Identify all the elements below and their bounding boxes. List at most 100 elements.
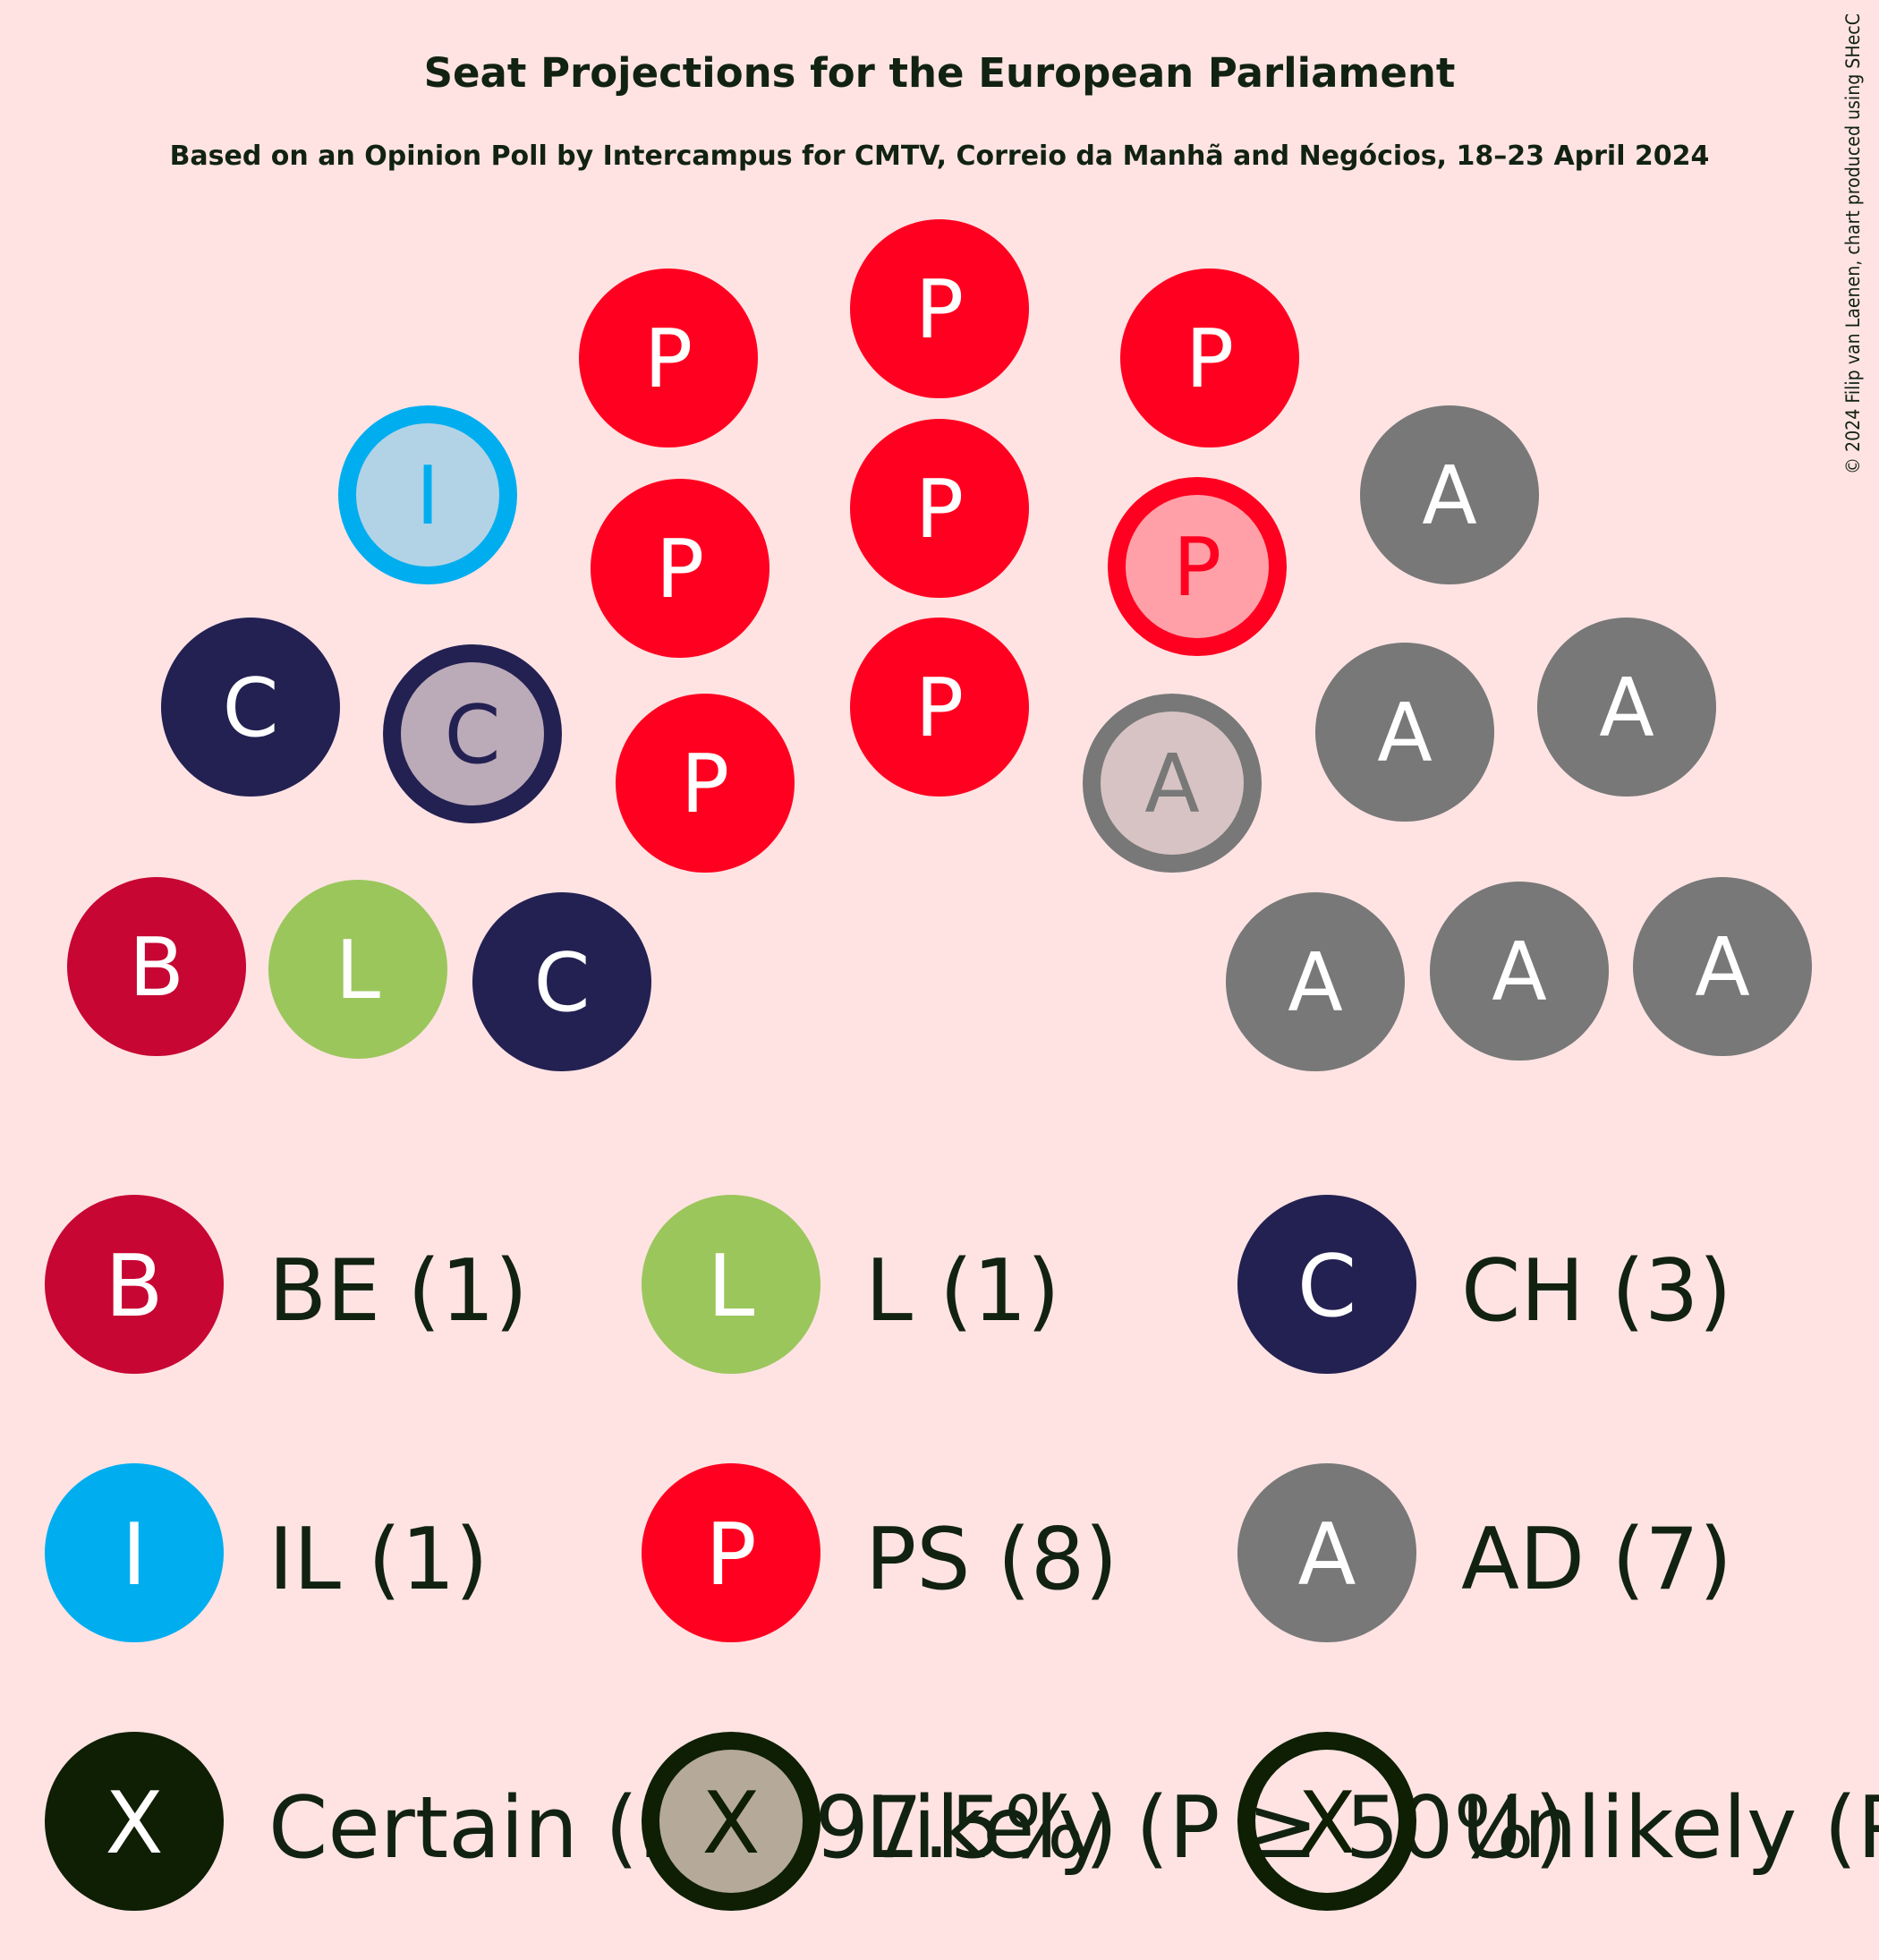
seat-marker bbox=[616, 694, 795, 873]
seat-marker bbox=[1315, 643, 1494, 822]
legend-letter: P bbox=[705, 1506, 756, 1605]
seat-ps: P bbox=[850, 618, 1029, 797]
seat-letter: L bbox=[336, 924, 380, 1018]
legend-item-be: B BE (1) bbox=[45, 1195, 528, 1374]
seat-il: I bbox=[338, 405, 517, 584]
seat-marker bbox=[850, 419, 1029, 598]
seat-letter: P bbox=[681, 737, 729, 831]
seat-letter: C bbox=[223, 661, 279, 755]
status-legend-unlikely: X Unlikely (P < 50%) bbox=[1237, 1732, 1879, 1911]
seat-ch: C bbox=[472, 892, 651, 1071]
seat-marker bbox=[1633, 877, 1812, 1056]
status-marker bbox=[642, 1732, 820, 1911]
status-letter: X bbox=[1297, 1775, 1356, 1873]
legend-letter: I bbox=[122, 1506, 147, 1605]
status-legend-likely: X Likely (P ≥ 50%) bbox=[642, 1732, 1568, 1911]
seat-marker bbox=[591, 479, 769, 658]
seat-marker bbox=[67, 877, 246, 1056]
seat-ad: A bbox=[1083, 694, 1262, 873]
seat-marker bbox=[472, 892, 651, 1071]
status-marker bbox=[45, 1732, 224, 1911]
seats-group: B L C C C I P P P P P P P P A A A A A A A bbox=[67, 219, 1812, 1071]
legend-item-ad: A AD (7) bbox=[1237, 1463, 1732, 1642]
seat-marker bbox=[1108, 477, 1287, 656]
seat-ps: P bbox=[1108, 477, 1287, 656]
status-letter: X bbox=[701, 1775, 760, 1873]
seat-letter: C bbox=[534, 936, 591, 1030]
seat-letter: A bbox=[1377, 686, 1433, 780]
seat-letter: B bbox=[129, 921, 184, 1015]
legend-label: PS (8) bbox=[865, 1511, 1118, 1609]
seat-marker bbox=[161, 618, 340, 797]
seat-ad: A bbox=[1633, 877, 1812, 1056]
legend-item-ps: P PS (8) bbox=[642, 1463, 1118, 1642]
legend-label: AD (7) bbox=[1461, 1511, 1732, 1609]
seat-ps: P bbox=[616, 694, 795, 873]
legend-item-l: L L (1) bbox=[642, 1195, 1060, 1374]
legend-label: IL (1) bbox=[268, 1511, 489, 1609]
legend-label: CH (3) bbox=[1461, 1242, 1732, 1341]
status-marker bbox=[1237, 1732, 1416, 1911]
seat-marker bbox=[579, 268, 758, 447]
seat-letter: A bbox=[1695, 921, 1750, 1015]
seat-letter: P bbox=[915, 263, 964, 357]
seat-marker bbox=[1537, 618, 1716, 797]
chart-subtitle: Based on an Opinion Poll by Intercampus … bbox=[170, 141, 1710, 172]
seat-marker bbox=[338, 405, 517, 584]
seat-ch: C bbox=[161, 618, 340, 797]
seat-ps: P bbox=[1120, 268, 1299, 447]
legend-label: BE (1) bbox=[268, 1242, 528, 1341]
seat-l: L bbox=[268, 880, 447, 1059]
seat-ad: A bbox=[1226, 892, 1405, 1071]
seat-ad: A bbox=[1537, 618, 1716, 797]
legend-letter: B bbox=[105, 1238, 163, 1336]
seat-ps: P bbox=[850, 419, 1029, 598]
legend-letter: C bbox=[1297, 1238, 1356, 1336]
seat-ps: P bbox=[850, 219, 1029, 398]
seat-marker bbox=[383, 644, 562, 823]
seat-marker bbox=[1120, 268, 1299, 447]
legend-marker bbox=[45, 1195, 224, 1374]
status-label: Likely (P ≥ 50%) bbox=[865, 1779, 1568, 1878]
legend-marker bbox=[642, 1463, 820, 1642]
seat-marker bbox=[850, 618, 1029, 797]
seat-ps: P bbox=[591, 479, 769, 658]
legend-label: L (1) bbox=[865, 1242, 1060, 1341]
seat-ad: A bbox=[1360, 405, 1539, 584]
seat-ad: A bbox=[1315, 643, 1494, 822]
seat-marker bbox=[268, 880, 447, 1059]
seat-letter: P bbox=[915, 463, 964, 557]
party-legend: B BE (1) L L (1) C CH (3) I IL (1) P PS (8) A AD (7… bbox=[45, 1195, 1732, 1642]
seat-letter: C bbox=[445, 688, 501, 782]
chart-title: Seat Projections for the European Parlia… bbox=[424, 49, 1456, 97]
seat-letter: P bbox=[656, 523, 704, 617]
seat-letter: A bbox=[1599, 661, 1654, 755]
seat-letter: P bbox=[915, 661, 964, 755]
legend-letter: L bbox=[708, 1238, 755, 1336]
seat-letter: A bbox=[1422, 449, 1477, 543]
seat-marker bbox=[1430, 882, 1609, 1061]
seat-letter: A bbox=[1288, 936, 1343, 1030]
legend-marker bbox=[1237, 1195, 1416, 1374]
seat-letter: I bbox=[416, 449, 440, 543]
status-label: Unlikely (P < 50%) bbox=[1461, 1779, 1879, 1878]
copyright-note: © 2024 Filip van Laenen, chart produced … bbox=[1842, 13, 1864, 474]
status-letter: X bbox=[105, 1775, 163, 1873]
seat-ch: C bbox=[383, 644, 562, 823]
seat-marker bbox=[850, 219, 1029, 398]
seat-letter: A bbox=[1492, 925, 1547, 1019]
seat-ps: P bbox=[579, 268, 758, 447]
legend-item-il: I IL (1) bbox=[45, 1463, 489, 1642]
seat-letter: P bbox=[644, 312, 693, 406]
legend-marker bbox=[642, 1195, 820, 1374]
seat-be: B bbox=[67, 877, 246, 1056]
seat-letter: A bbox=[1144, 737, 1200, 831]
legend-marker bbox=[1237, 1463, 1416, 1642]
legend-letter: A bbox=[1298, 1506, 1356, 1605]
seat-marker bbox=[1360, 405, 1539, 584]
seat-letter: P bbox=[1173, 521, 1221, 615]
legend-item-ch: C CH (3) bbox=[1237, 1195, 1732, 1374]
